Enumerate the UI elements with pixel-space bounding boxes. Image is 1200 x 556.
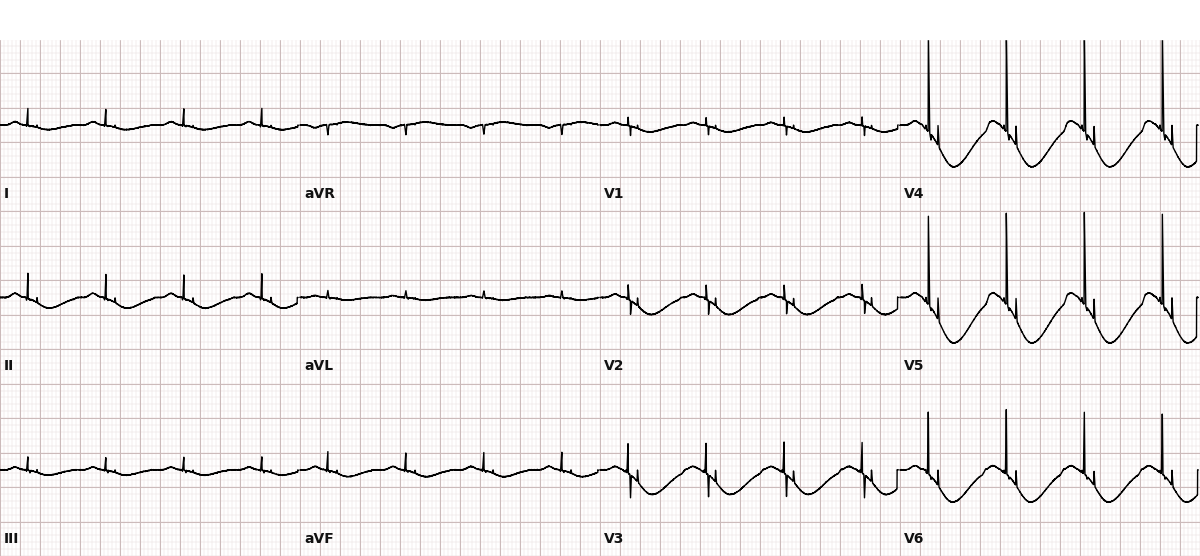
Text: III: III xyxy=(4,532,19,545)
Text: V1: V1 xyxy=(604,187,624,201)
Text: II: II xyxy=(4,359,14,373)
Text: V5: V5 xyxy=(904,359,924,373)
Text: aVL: aVL xyxy=(304,359,334,373)
Text: aVR: aVR xyxy=(304,187,335,201)
Text: V6: V6 xyxy=(904,532,924,545)
Text: V3: V3 xyxy=(604,532,624,545)
Text: V4: V4 xyxy=(904,187,924,201)
Text: aVF: aVF xyxy=(304,532,334,545)
Text: I: I xyxy=(4,187,10,201)
Text: V2: V2 xyxy=(604,359,624,373)
